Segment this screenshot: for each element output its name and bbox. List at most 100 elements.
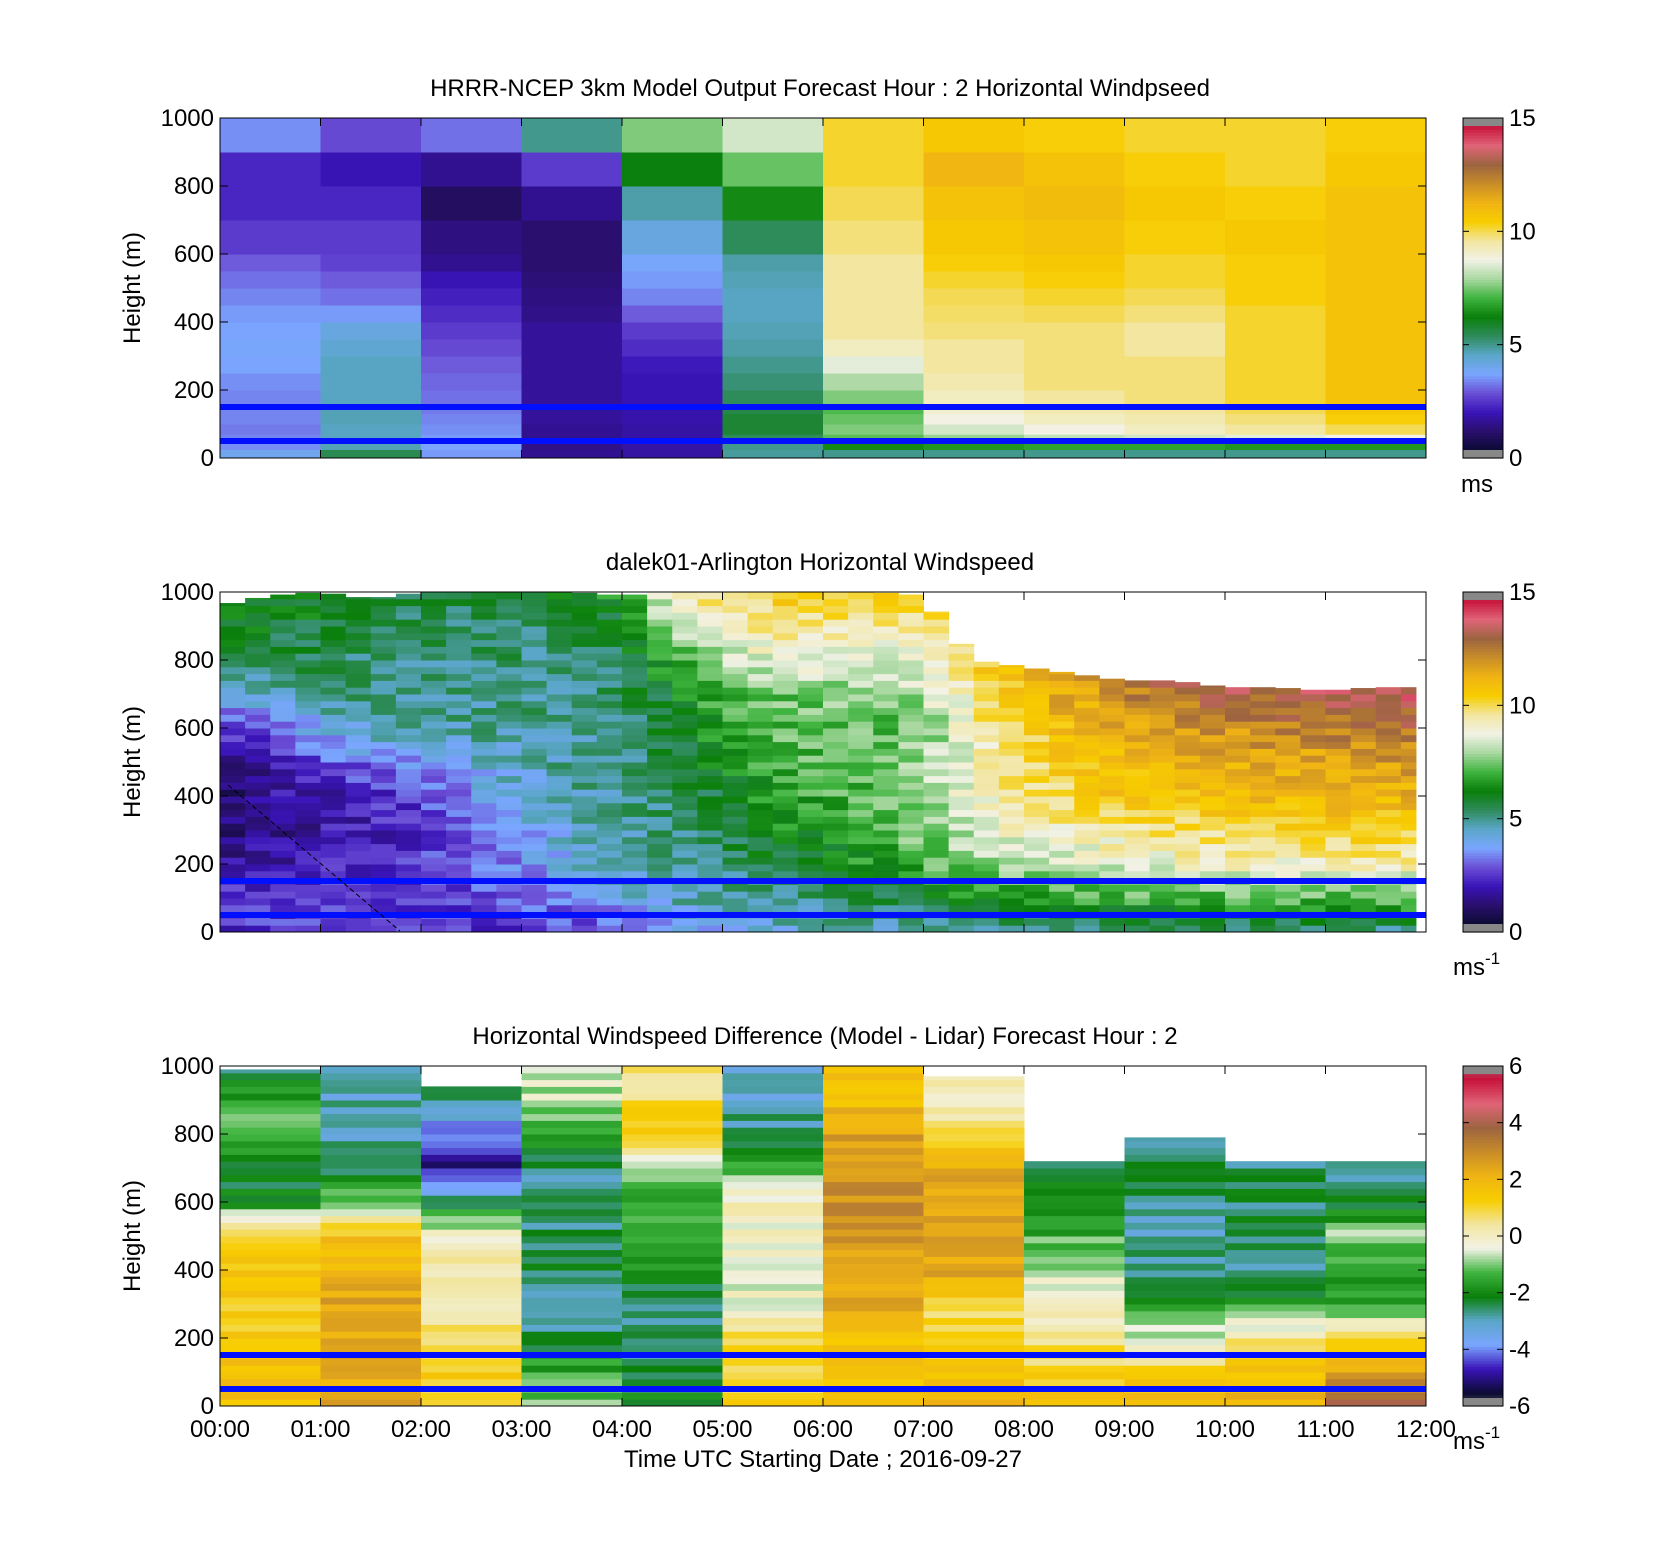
colorbar-segment (1463, 835, 1503, 840)
heatmap-cell (1124, 186, 1226, 221)
colorbar-segment (1463, 861, 1503, 865)
heatmap-cell (1049, 857, 1075, 865)
heatmap-cell (722, 1208, 824, 1217)
heatmap-cell (320, 413, 422, 425)
heatmap-cell (697, 857, 723, 865)
heatmap-cell (672, 619, 698, 627)
heatmap-cell (797, 823, 824, 831)
heatmap-cell (823, 734, 849, 743)
heatmap-cell (1124, 741, 1151, 749)
heatmap-cell (1325, 884, 1352, 892)
heatmap-cell (446, 694, 472, 702)
heatmap-cell (496, 789, 522, 797)
heatmap-cell (672, 714, 698, 722)
colorbar-tick-label: 2 (1509, 1166, 1522, 1193)
heatmap-cell (747, 673, 774, 681)
heatmap-cell (1250, 843, 1276, 851)
heatmap-cell (1124, 1181, 1226, 1189)
heatmap-cell (1275, 688, 1301, 695)
heatmap-cell (1074, 721, 1100, 729)
colorbar-segment (1463, 1108, 1503, 1112)
heatmap-cell (672, 857, 698, 865)
heatmap-cell (421, 390, 522, 405)
heatmap-cell (1124, 1372, 1226, 1380)
heatmap-cell (270, 775, 296, 783)
heatmap-cell (923, 850, 950, 858)
heatmap-cell (622, 1174, 723, 1183)
heatmap-cell (1350, 891, 1377, 899)
heatmap-cell (471, 762, 497, 770)
colorbar-segment (1463, 818, 1503, 823)
heatmap-cell (220, 288, 321, 306)
heatmap-cell (446, 653, 472, 661)
heatmap-cell (496, 714, 522, 722)
heatmap-cell (898, 755, 924, 763)
heatmap-cell (873, 884, 899, 892)
colorbar-tick-label: 6 (1509, 1053, 1522, 1080)
heatmap-cell (421, 1106, 522, 1115)
heatmap-cell (395, 925, 422, 933)
heatmap-cell (1250, 830, 1276, 838)
colorbar-segment (1463, 191, 1503, 196)
heatmap-cell (1375, 884, 1402, 892)
heatmap-cell (622, 700, 648, 709)
heatmap-cell (245, 823, 271, 831)
heatmap-cell (1099, 775, 1125, 783)
heatmap-cell (672, 768, 698, 777)
colorbar-segment (1463, 129, 1503, 133)
heatmap-cell (1400, 789, 1417, 797)
heatmap-cell (320, 1140, 422, 1149)
heatmap-cell (345, 728, 372, 736)
heatmap-cell (496, 619, 522, 627)
heatmap-cell (848, 605, 874, 613)
heatmap-cell (220, 836, 246, 845)
heatmap-cell (320, 884, 347, 892)
heatmap-cell (1049, 741, 1075, 749)
heatmap-cell (873, 592, 899, 600)
heatmap-cell (1350, 782, 1377, 790)
heatmap-cell (245, 857, 271, 865)
heatmap-cell (1225, 823, 1251, 831)
y-tick-label: 1000 (161, 579, 214, 606)
colorbar-segment (1463, 912, 1503, 916)
heatmap-cell (923, 809, 950, 817)
heatmap-cell (245, 632, 271, 641)
heatmap-cell (1049, 755, 1075, 763)
heatmap-cell (823, 1100, 924, 1108)
heatmap-cell (1400, 850, 1417, 858)
heatmap-cell (898, 632, 924, 641)
colorbar-segment (1463, 137, 1503, 142)
heatmap-cell (848, 864, 874, 872)
heatmap-cell (1124, 1358, 1226, 1366)
heatmap-cell (1074, 864, 1100, 872)
heatmap-cell (1074, 734, 1100, 743)
heatmap-cell (923, 1086, 1025, 1094)
colorbar-segment (1463, 1363, 1503, 1367)
heatmap-cell (797, 925, 824, 933)
heatmap-cell (270, 707, 296, 715)
heatmap-cell (1250, 870, 1276, 879)
heatmap-cell (672, 775, 698, 783)
heatmap-cell (1199, 775, 1226, 783)
heatmap-cell (295, 680, 321, 688)
heatmap-cell (948, 802, 975, 811)
heatmap-cell (395, 673, 422, 681)
heatmap-cell (1024, 741, 1050, 749)
heatmap-cell (1174, 891, 1201, 899)
heatmap-cell (1325, 1174, 1427, 1183)
colorbar-segment (1463, 648, 1503, 653)
heatmap-cell (471, 782, 497, 790)
heatmap-cell (672, 592, 698, 600)
heatmap-cell (471, 898, 497, 906)
heatmap-cell (421, 1324, 522, 1332)
heatmap-cell (948, 653, 975, 661)
heatmap-cell (898, 694, 924, 702)
heatmap-cell (973, 802, 1000, 811)
heatmap-cell (571, 748, 598, 756)
heatmap-cell (471, 864, 497, 872)
heatmap-cell (1225, 1168, 1326, 1176)
heatmap-cell (421, 1120, 522, 1128)
heatmap-cell (295, 870, 321, 879)
heatmap-cell (1024, 850, 1050, 858)
heatmap-cell (797, 762, 824, 770)
